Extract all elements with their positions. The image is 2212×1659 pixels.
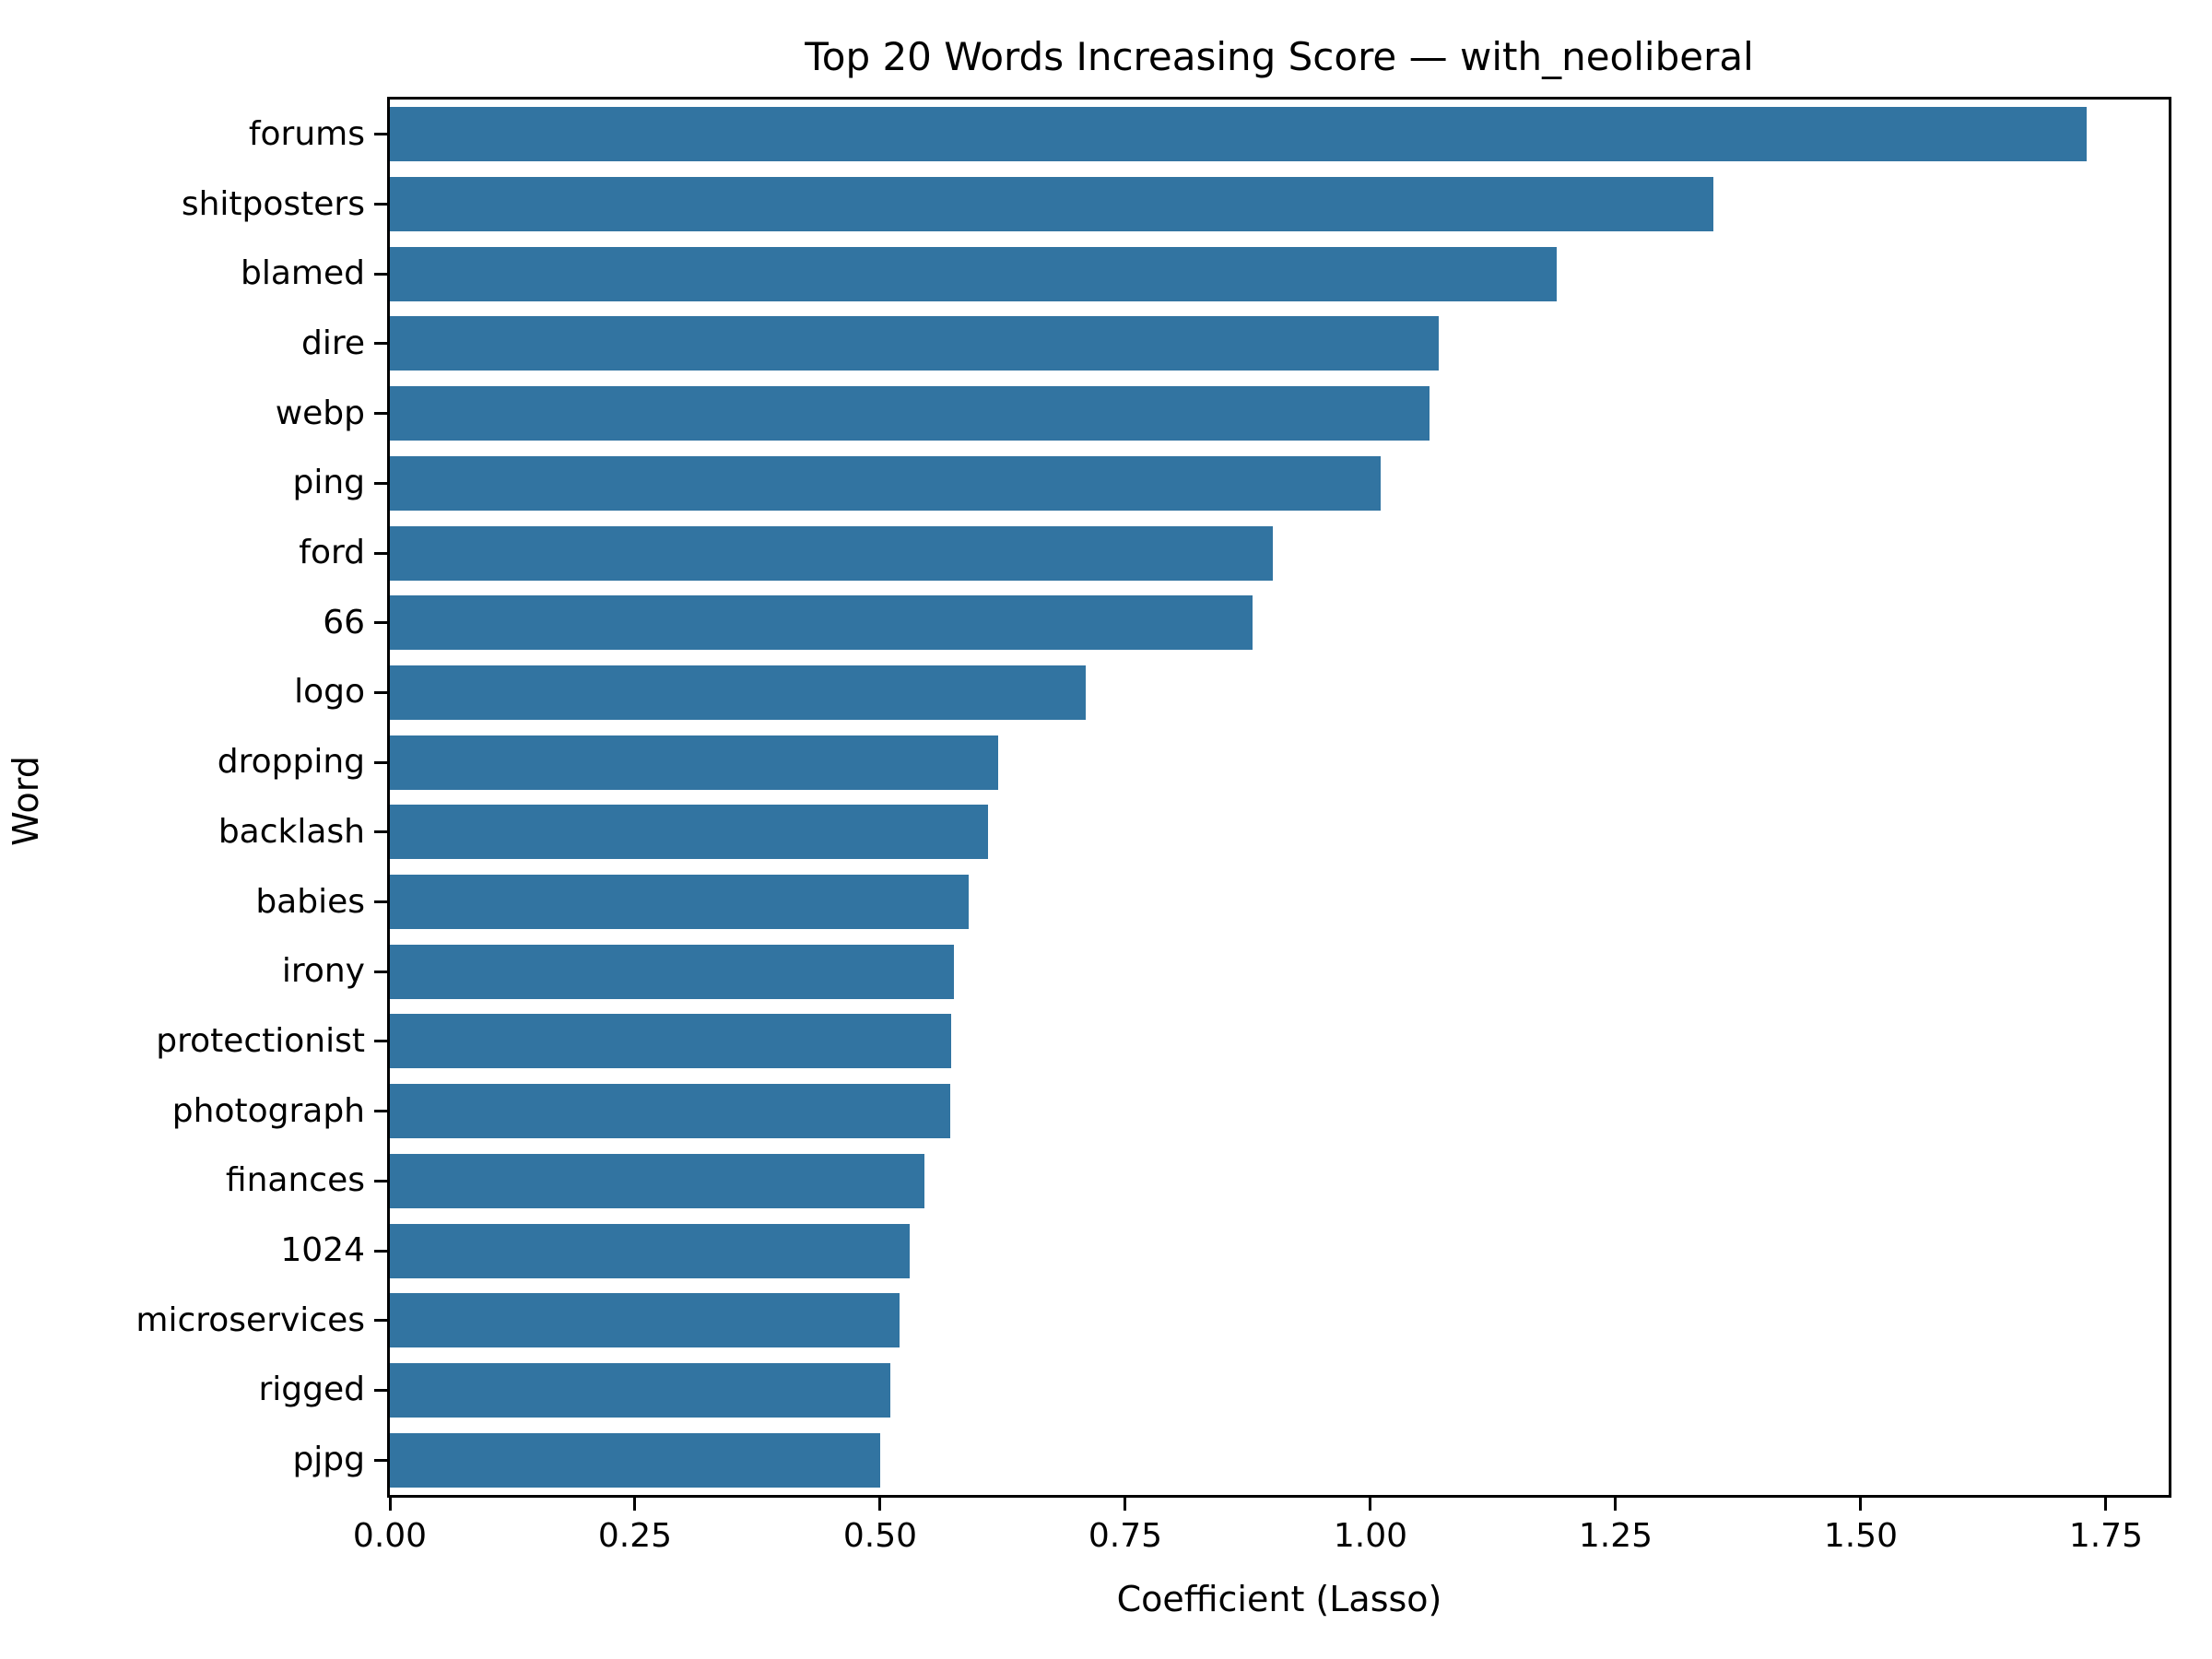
- bar-irony: [390, 944, 954, 999]
- y-tick-mark: [374, 760, 387, 764]
- y-tick-mark: [374, 1110, 387, 1113]
- x-tick-mark: [633, 1498, 637, 1511]
- x-tick-mark: [1369, 1498, 1372, 1511]
- y-tick-label-backlash: backlash: [218, 812, 365, 851]
- y-tick-label-ford: ford: [299, 534, 365, 572]
- x-tick-mark: [1124, 1498, 1127, 1511]
- bar-webp: [390, 386, 1430, 441]
- y-tick-mark: [374, 342, 387, 346]
- x-tick-label-0.75: 0.75: [1088, 1517, 1163, 1555]
- y-tick-mark: [374, 412, 387, 416]
- bar-forums: [390, 107, 2087, 162]
- chart-title: Top 20 Words Increasing Score — with_neo…: [805, 34, 1754, 79]
- y-tick-mark: [374, 481, 387, 485]
- y-tick-label-microservices: microservices: [135, 1300, 365, 1339]
- bar-dire: [390, 316, 1440, 371]
- bar-ford: [390, 525, 1273, 581]
- y-tick-mark: [374, 830, 387, 834]
- y-tick-label-shitposters: shitposters: [181, 184, 365, 223]
- x-tick-mark: [1614, 1498, 1618, 1511]
- y-tick-mark: [374, 551, 387, 555]
- y-tick-mark: [374, 900, 387, 904]
- x-tick-mark: [388, 1498, 392, 1511]
- bar-blamed: [390, 246, 1558, 301]
- y-tick-mark: [374, 621, 387, 625]
- y-tick-mark: [374, 272, 387, 276]
- y-tick-mark: [374, 1179, 387, 1182]
- y-tick-mark: [374, 1458, 387, 1462]
- x-tick-label-0.00: 0.00: [352, 1517, 428, 1555]
- bar-shitposters: [390, 177, 1714, 232]
- y-tick-mark: [374, 1249, 387, 1253]
- y-tick-label-rigged: rigged: [258, 1371, 365, 1409]
- bar-ping: [390, 455, 1381, 511]
- x-tick-mark: [1859, 1498, 1863, 1511]
- y-tick-label-forums: forums: [248, 114, 365, 153]
- bar-logo: [390, 665, 1087, 720]
- y-tick-mark: [374, 1040, 387, 1043]
- y-tick-label-66: 66: [323, 603, 365, 641]
- bar-microservices: [390, 1293, 900, 1348]
- bar-pjpg: [390, 1432, 880, 1488]
- y-tick-label-irony: irony: [281, 952, 365, 991]
- y-tick-mark: [374, 1319, 387, 1323]
- y-tick-mark: [374, 970, 387, 973]
- x-tick-mark: [878, 1498, 882, 1511]
- bar-backlash: [390, 805, 988, 860]
- y-tick-label-dropping: dropping: [217, 743, 365, 782]
- y-tick-label-finances: finances: [225, 1161, 365, 1200]
- bar-protectionist: [390, 1014, 951, 1069]
- y-tick-label-ping: ping: [292, 464, 365, 502]
- y-tick-label-babies: babies: [255, 882, 365, 921]
- x-tick-mark: [2104, 1498, 2108, 1511]
- x-tick-label-1.25: 1.25: [1578, 1517, 1653, 1555]
- y-tick-mark: [374, 203, 387, 206]
- y-tick-label-pjpg: pjpg: [292, 1441, 365, 1479]
- plot-area: [387, 97, 2171, 1498]
- y-tick-label-1024: 1024: [280, 1231, 365, 1270]
- bar-dropping: [390, 735, 998, 790]
- bar-1024: [390, 1223, 910, 1278]
- y-tick-mark: [374, 1388, 387, 1392]
- y-tick-label-logo: logo: [294, 673, 365, 712]
- x-tick-label-1.00: 1.00: [1333, 1517, 1408, 1555]
- y-tick-label-blamed: blamed: [241, 254, 365, 293]
- y-tick-mark: [374, 690, 387, 694]
- x-tick-label-0.25: 0.25: [597, 1517, 673, 1555]
- y-tick-label-webp: webp: [275, 394, 365, 432]
- y-tick-label-dire: dire: [300, 324, 365, 362]
- y-tick-label-photograph: photograph: [171, 1091, 365, 1130]
- bar-photograph: [390, 1084, 950, 1139]
- bar-babies: [390, 875, 969, 930]
- y-tick-mark: [374, 133, 387, 136]
- x-axis-label: Coefficient (Lasso): [1116, 1579, 1442, 1619]
- x-tick-label-1.50: 1.50: [1823, 1517, 1898, 1555]
- x-tick-label-0.50: 0.50: [842, 1517, 918, 1555]
- bar-finances: [390, 1153, 924, 1208]
- y-tick-label-protectionist: protectionist: [156, 1021, 365, 1060]
- bar-rigged: [390, 1362, 890, 1418]
- x-tick-label-1.75: 1.75: [2068, 1517, 2143, 1555]
- bar-66: [390, 595, 1253, 651]
